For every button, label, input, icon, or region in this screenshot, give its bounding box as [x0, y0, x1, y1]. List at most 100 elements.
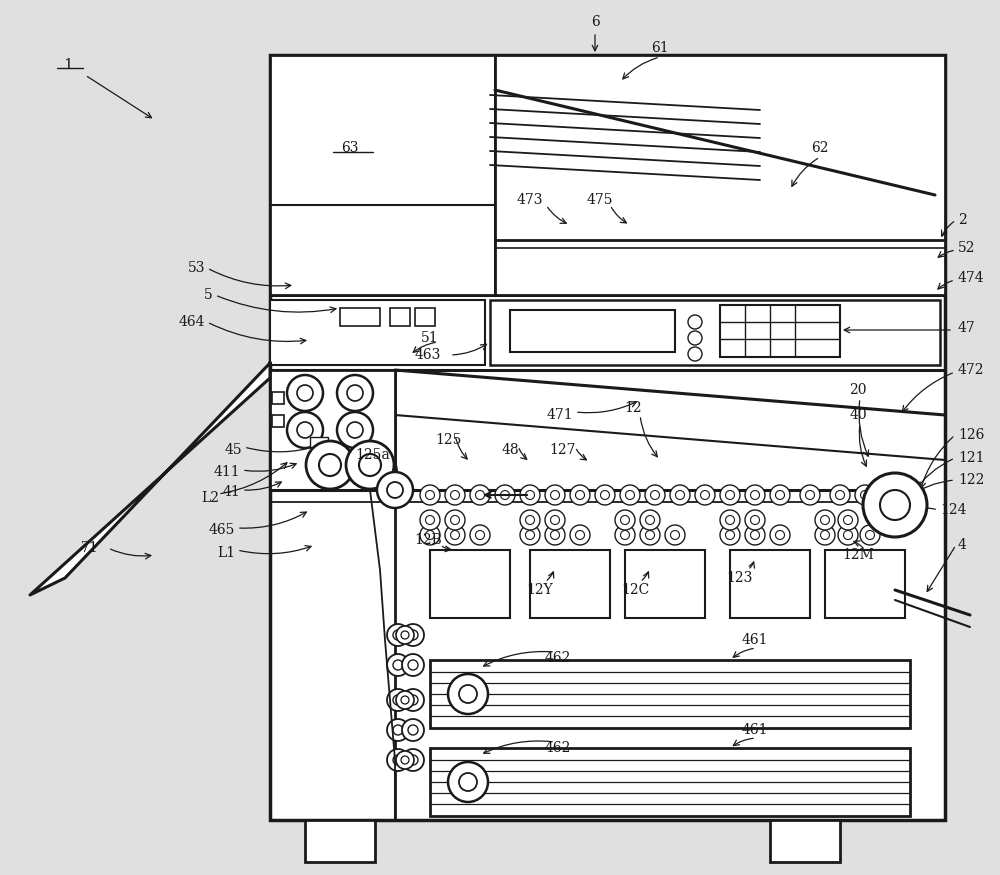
- Circle shape: [688, 331, 702, 345]
- Text: 40: 40: [849, 408, 867, 422]
- Bar: [430, 660, 910, 728]
- Text: 12: 12: [624, 401, 642, 415]
- Circle shape: [640, 510, 660, 530]
- Circle shape: [520, 525, 540, 545]
- Circle shape: [860, 525, 880, 545]
- Circle shape: [880, 490, 910, 520]
- Text: 48: 48: [501, 443, 519, 457]
- Circle shape: [402, 654, 424, 676]
- Text: 461: 461: [742, 633, 768, 647]
- Text: 45: 45: [224, 443, 242, 457]
- Circle shape: [860, 491, 870, 500]
- Circle shape: [387, 749, 409, 771]
- Circle shape: [545, 485, 565, 505]
- Circle shape: [319, 454, 341, 476]
- Circle shape: [459, 685, 477, 703]
- Bar: [770, 820, 840, 862]
- Circle shape: [576, 530, 584, 540]
- Text: 465: 465: [209, 523, 235, 537]
- Circle shape: [550, 530, 560, 540]
- Text: 472: 472: [958, 363, 984, 377]
- Text: 12B: 12B: [414, 533, 442, 547]
- Text: 125a: 125a: [356, 448, 390, 462]
- Circle shape: [800, 485, 820, 505]
- Circle shape: [646, 515, 654, 524]
- Text: 461: 461: [742, 723, 768, 737]
- Circle shape: [776, 491, 784, 500]
- Circle shape: [347, 385, 363, 401]
- Circle shape: [688, 347, 702, 361]
- Text: 5: 5: [204, 288, 213, 302]
- Circle shape: [815, 525, 835, 545]
- Text: 462: 462: [545, 741, 571, 755]
- Circle shape: [844, 530, 852, 540]
- Circle shape: [550, 515, 560, 524]
- Circle shape: [600, 491, 610, 500]
- Text: 12Y: 12Y: [527, 583, 553, 597]
- Text: 2: 2: [958, 213, 967, 227]
- Text: 52: 52: [958, 241, 976, 255]
- Text: 126: 126: [958, 428, 984, 442]
- Bar: [305, 820, 375, 862]
- Text: 123: 123: [727, 571, 753, 585]
- Bar: [720, 305, 840, 357]
- Circle shape: [420, 485, 440, 505]
- Circle shape: [396, 751, 414, 769]
- Circle shape: [830, 485, 850, 505]
- Text: 4: 4: [958, 538, 967, 552]
- Circle shape: [393, 725, 403, 735]
- Circle shape: [520, 510, 540, 530]
- Circle shape: [401, 696, 409, 704]
- Circle shape: [520, 485, 540, 505]
- Circle shape: [393, 755, 403, 765]
- Circle shape: [700, 491, 710, 500]
- Text: 464: 464: [179, 315, 205, 329]
- Circle shape: [396, 626, 414, 644]
- Circle shape: [445, 485, 465, 505]
- Circle shape: [306, 441, 354, 489]
- Circle shape: [346, 441, 394, 489]
- Circle shape: [770, 525, 790, 545]
- Circle shape: [745, 485, 765, 505]
- Text: 473: 473: [517, 193, 543, 207]
- Circle shape: [863, 473, 927, 537]
- Circle shape: [670, 485, 690, 505]
- Circle shape: [393, 695, 403, 705]
- Bar: [340, 308, 380, 326]
- Circle shape: [726, 530, 734, 540]
- Circle shape: [501, 491, 510, 500]
- Circle shape: [420, 510, 440, 530]
- Circle shape: [337, 412, 373, 448]
- Circle shape: [393, 630, 403, 640]
- Text: 12C: 12C: [621, 583, 649, 597]
- Circle shape: [570, 485, 590, 505]
- Circle shape: [408, 695, 418, 705]
- Circle shape: [387, 654, 409, 676]
- Circle shape: [287, 375, 323, 411]
- Bar: [272, 415, 284, 427]
- Text: 1: 1: [63, 58, 73, 72]
- Circle shape: [815, 510, 835, 530]
- Circle shape: [445, 510, 465, 530]
- Bar: [490, 300, 940, 365]
- Circle shape: [745, 510, 765, 530]
- Circle shape: [402, 719, 424, 741]
- Circle shape: [426, 530, 435, 540]
- Circle shape: [570, 525, 590, 545]
- Bar: [270, 300, 485, 365]
- Text: 63: 63: [341, 141, 359, 155]
- Circle shape: [720, 510, 740, 530]
- Text: 121: 121: [958, 451, 984, 465]
- Text: 12M: 12M: [842, 548, 874, 562]
- Circle shape: [595, 485, 615, 505]
- Circle shape: [750, 491, 760, 500]
- Circle shape: [287, 412, 323, 448]
- Circle shape: [776, 530, 784, 540]
- Text: 124: 124: [940, 503, 966, 517]
- Circle shape: [408, 660, 418, 670]
- Circle shape: [495, 485, 515, 505]
- Circle shape: [448, 762, 488, 802]
- Circle shape: [838, 510, 858, 530]
- Text: 53: 53: [188, 261, 205, 275]
- Text: 47: 47: [958, 321, 976, 335]
